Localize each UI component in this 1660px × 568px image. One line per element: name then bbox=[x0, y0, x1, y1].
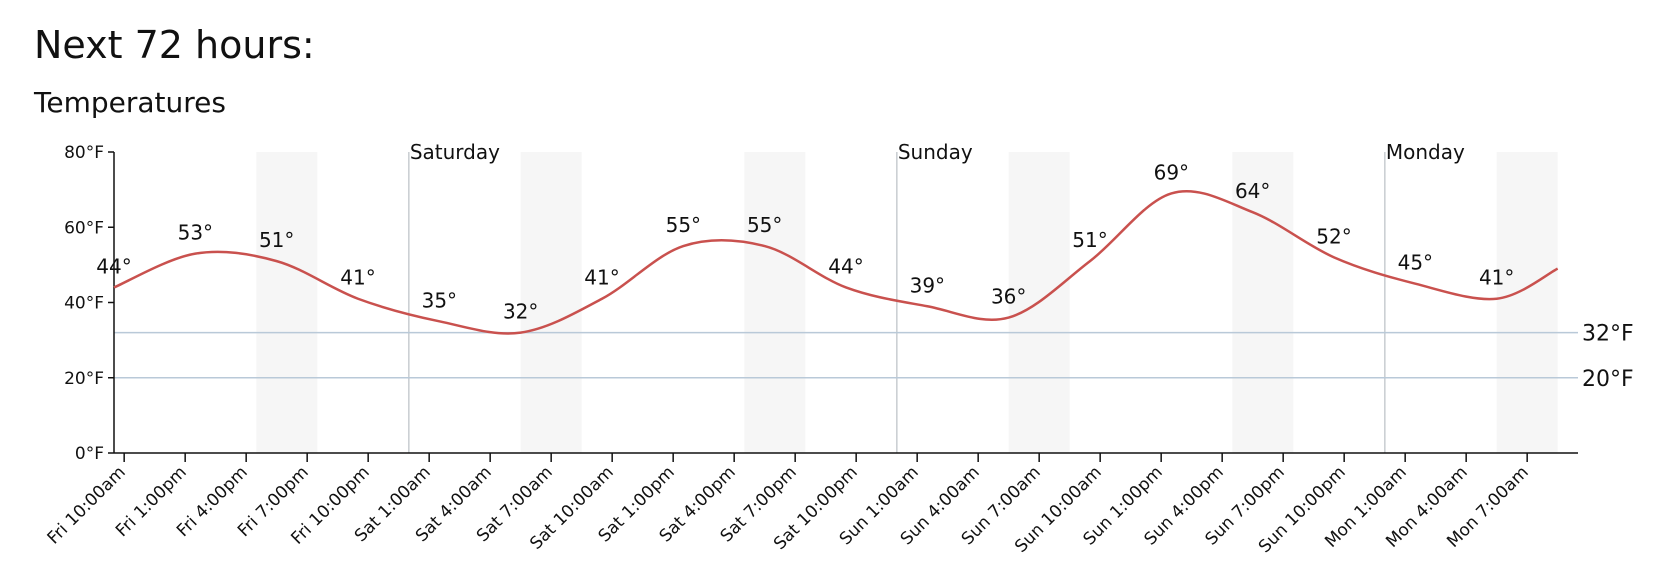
value-label: 55° bbox=[747, 213, 782, 237]
x-tick-label: Fri 10:00am bbox=[44, 462, 130, 548]
value-label: 52° bbox=[1316, 224, 1351, 248]
night-band bbox=[744, 152, 806, 453]
y-tick-label: 20°F bbox=[64, 369, 104, 389]
value-label: 41° bbox=[584, 266, 619, 290]
value-label: 39° bbox=[910, 273, 945, 297]
temperature-line bbox=[113, 189, 1559, 335]
value-label: 55° bbox=[666, 213, 701, 237]
y-tick-label: 0°F bbox=[75, 444, 104, 464]
value-label: 53° bbox=[178, 221, 213, 245]
day-label: Sunday bbox=[898, 140, 973, 164]
day-label: Monday bbox=[1386, 140, 1465, 164]
value-label: 51° bbox=[1072, 228, 1107, 252]
value-label: 36° bbox=[991, 285, 1026, 309]
night-band bbox=[256, 152, 318, 453]
y-tick-label: 80°F bbox=[64, 143, 104, 163]
value-label: 41° bbox=[1479, 266, 1514, 290]
value-label: 32° bbox=[503, 300, 538, 324]
value-label: 69° bbox=[1154, 160, 1189, 184]
chart-title: Temperatures bbox=[33, 86, 226, 119]
y-tick-label: 40°F bbox=[64, 294, 104, 314]
night-band bbox=[1496, 152, 1558, 453]
page-heading: Next 72 hours: bbox=[34, 23, 315, 67]
reference-label: 32°F bbox=[1582, 322, 1634, 347]
day-label: Saturday bbox=[410, 140, 500, 164]
night-band bbox=[520, 152, 582, 453]
y-tick-label: 60°F bbox=[64, 218, 104, 238]
value-label: 44° bbox=[828, 254, 863, 278]
value-label: 45° bbox=[1398, 251, 1433, 275]
value-label: 41° bbox=[340, 266, 375, 290]
reference-label: 20°F bbox=[1582, 367, 1634, 392]
value-label: 51° bbox=[259, 228, 294, 252]
value-label: 35° bbox=[422, 288, 457, 312]
night-band bbox=[1232, 152, 1294, 453]
value-label: 64° bbox=[1235, 179, 1270, 203]
value-label: 44° bbox=[96, 254, 131, 278]
